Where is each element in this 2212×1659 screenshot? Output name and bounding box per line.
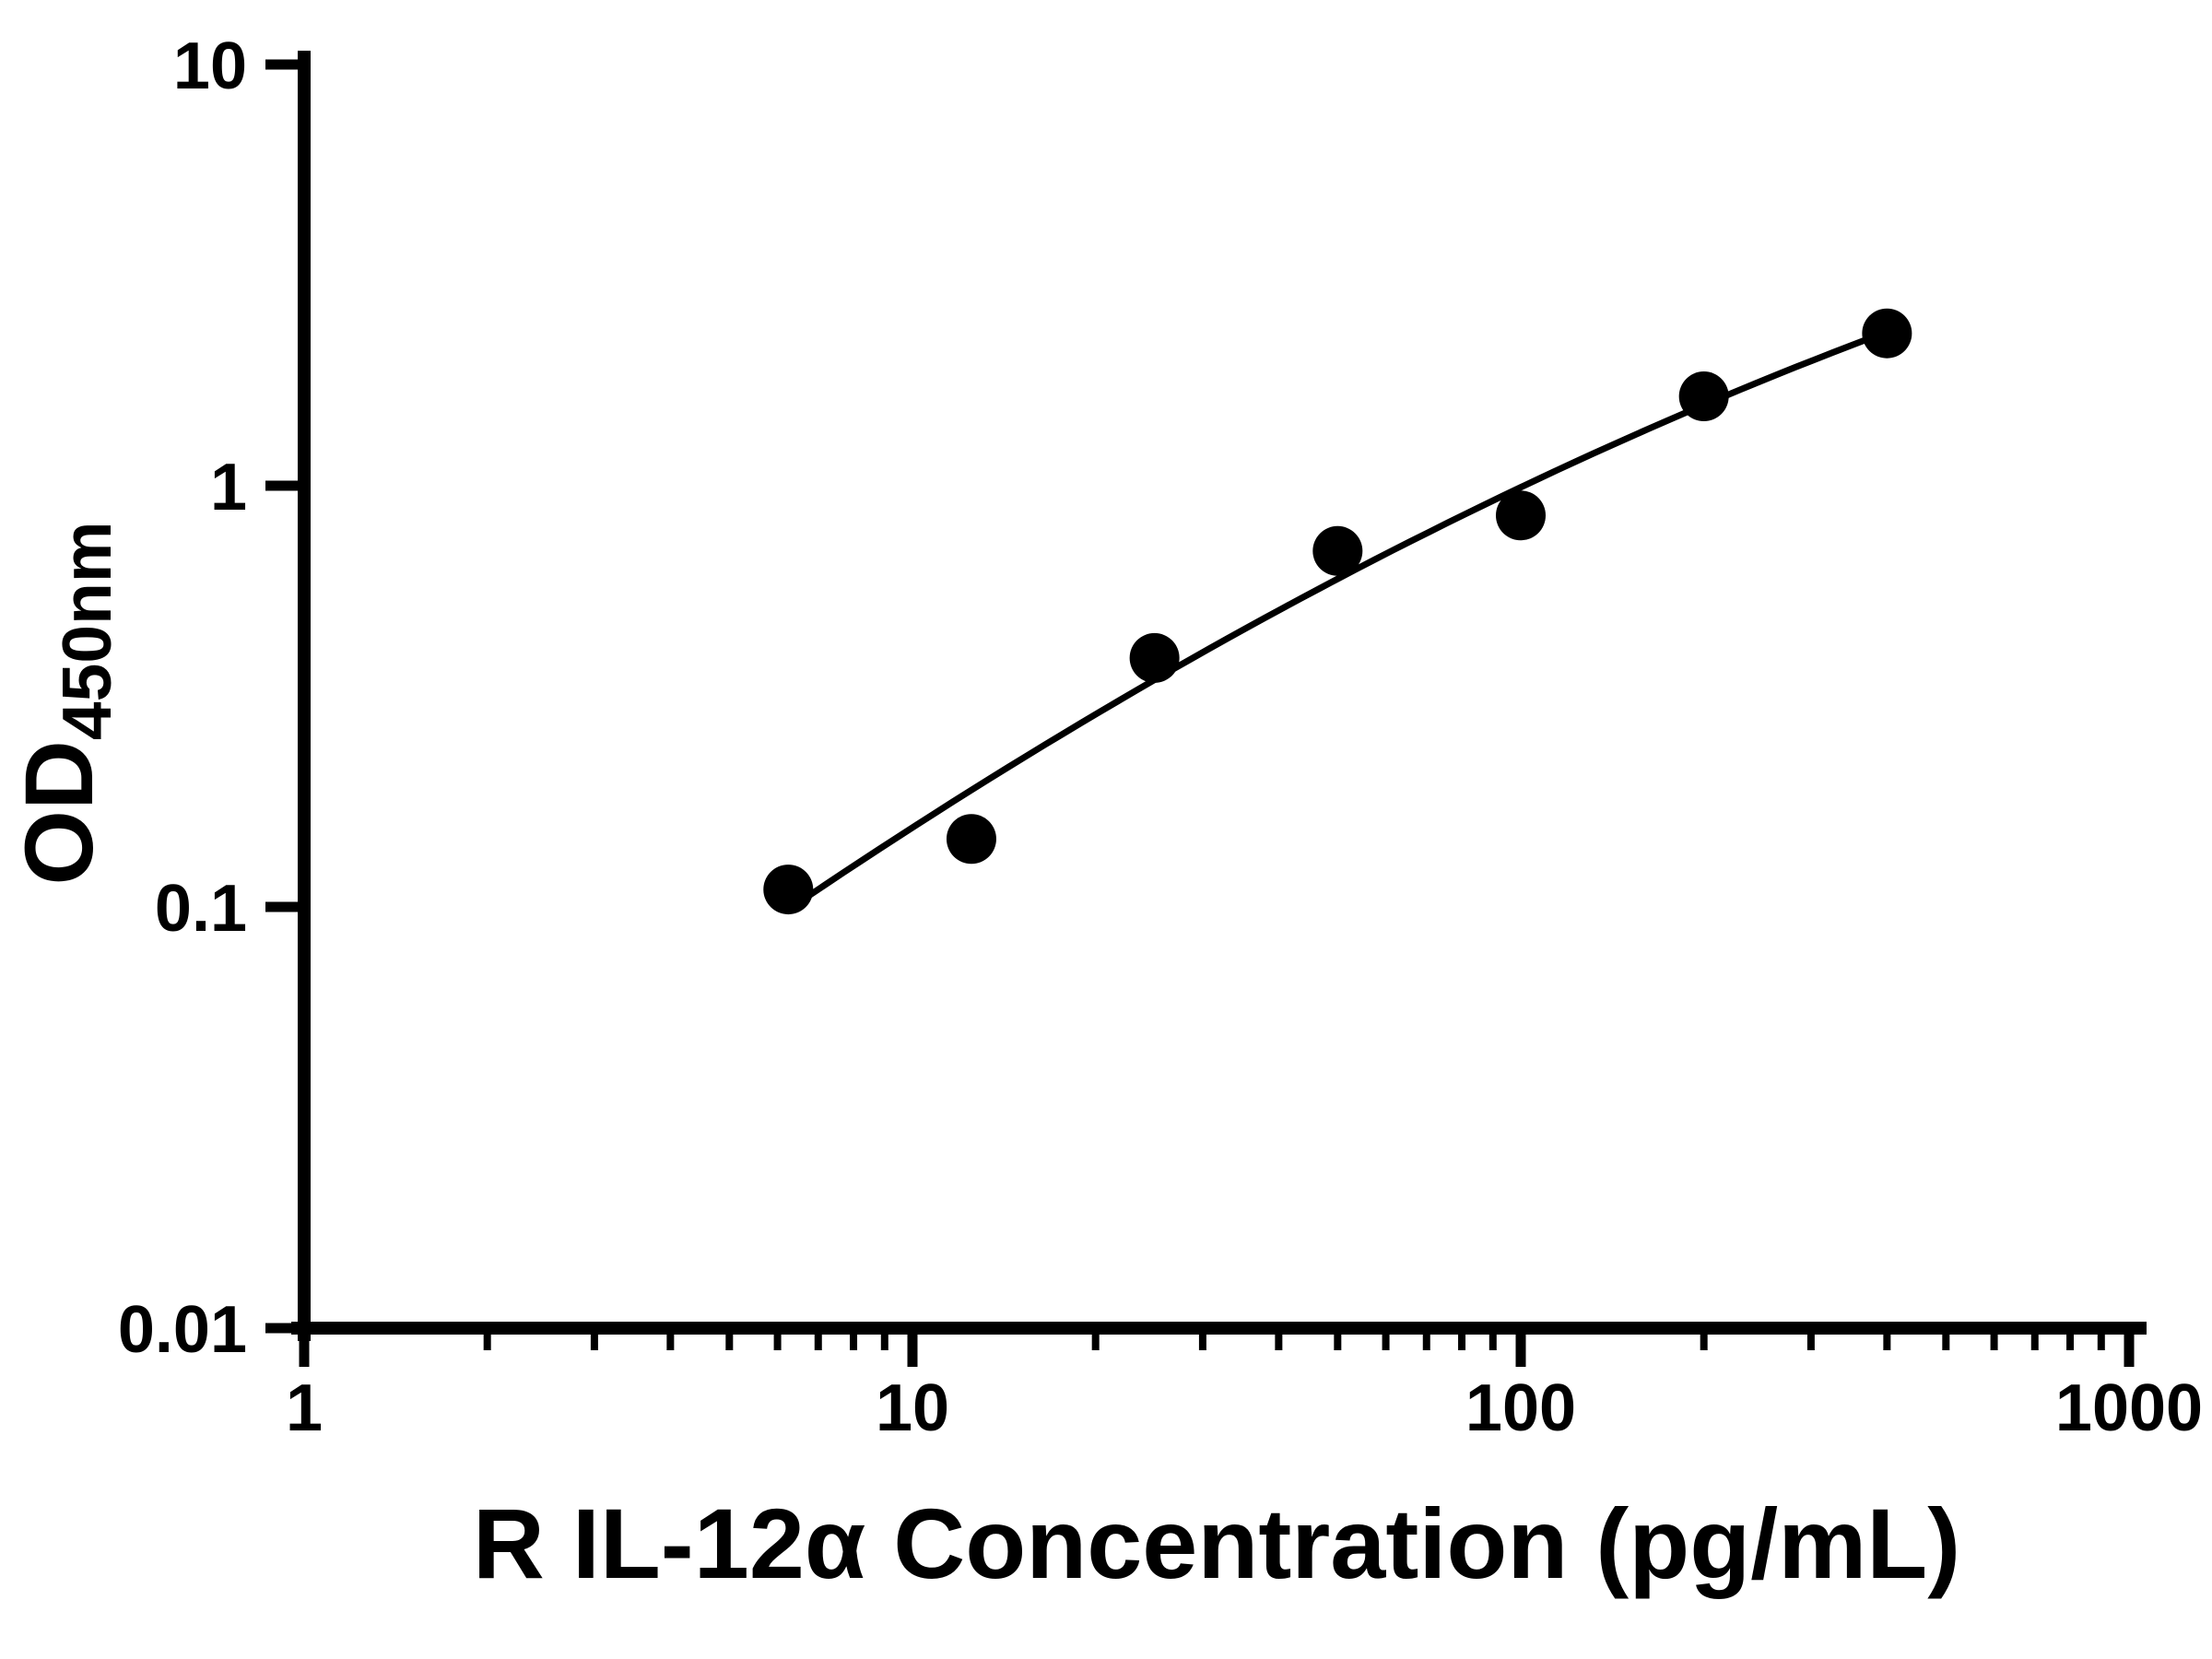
y-axis-ticks	[265, 59, 304, 1334]
y-axis-title-main: OD	[6, 740, 113, 886]
x-tick-label: 100	[1465, 1371, 1576, 1445]
data-point	[1678, 371, 1729, 422]
y-axis-title: OD450nm	[6, 521, 125, 885]
y-tick-label: 0.01	[118, 1293, 247, 1367]
x-tick-label: 1000	[2055, 1371, 2203, 1445]
y-tick-label: 0.1	[155, 872, 247, 946]
plot-area: 1 10 100 1000 10 1 0.1 0.01	[118, 29, 2203, 1445]
data-point	[1312, 525, 1363, 576]
x-axis-title: R IL-12α Concentration (pg/mL)	[473, 1488, 1960, 1599]
x-tick-label: 10	[876, 1371, 949, 1445]
y-axis-title-subscript: 450nm	[48, 521, 125, 740]
data-point	[1129, 632, 1180, 683]
y-tick-label: 1	[210, 451, 247, 524]
x-axis-ticks	[299, 1328, 2135, 1367]
data-points	[763, 308, 1912, 915]
data-point	[1496, 490, 1546, 541]
x-tick-label: 1	[286, 1371, 323, 1445]
axes	[291, 51, 2147, 1341]
y-tick-label: 10	[173, 29, 247, 103]
tick-labels: 1 10 100 1000 10 1 0.1 0.01	[118, 29, 2203, 1445]
data-point	[1862, 308, 1912, 359]
data-point	[946, 814, 996, 865]
data-point	[763, 865, 814, 915]
